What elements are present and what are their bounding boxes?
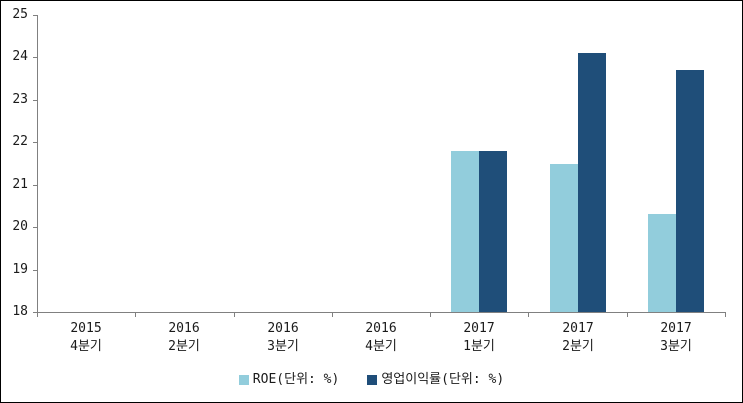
x-category-year-label: 2016 [267, 321, 299, 336]
y-tick-mark [33, 57, 37, 58]
roe-bar [451, 151, 479, 312]
x-category-year-label: 2017 [463, 321, 495, 336]
y-tick-label: 18 [12, 304, 28, 319]
y-tick-label: 22 [12, 134, 28, 149]
legend-item-operating-margin: 영업이익률(단위: %) [367, 372, 504, 388]
roe-legend-label: ROE(단위: %) [252, 372, 340, 387]
operating-margin-bar [578, 53, 606, 312]
y-tick-mark [33, 270, 37, 271]
y-tick-label: 24 [12, 49, 28, 64]
x-tick-mark [430, 313, 431, 317]
y-tick-label: 25 [12, 7, 28, 22]
y-tick-label: 21 [12, 177, 28, 192]
x-category-year-label: 2016 [365, 321, 397, 336]
x-category-quarter-label: 2분기 [168, 339, 200, 354]
x-tick-mark [627, 313, 628, 317]
roe-bar [550, 164, 578, 312]
y-axis-line [37, 15, 38, 313]
x-category-year-label: 2017 [562, 321, 594, 336]
y-tick-mark [33, 185, 37, 186]
operating-margin-bar [676, 70, 704, 312]
y-tick-mark [33, 15, 37, 16]
legend: ROE(단위: %) 영업이익률(단위: %) [1, 372, 742, 388]
y-tick-label: 19 [12, 262, 28, 277]
operating-margin-legend-label: 영업이익률(단위: %) [381, 372, 505, 387]
x-category-quarter-label: 1분기 [463, 339, 495, 354]
y-tick-mark [33, 312, 37, 313]
y-tick-mark [33, 142, 37, 143]
x-tick-mark [37, 313, 38, 317]
x-category-quarter-label: 3분기 [267, 339, 299, 354]
x-category-quarter-label: 4분기 [365, 339, 397, 354]
x-category-year-label: 2015 [70, 321, 102, 336]
operating-margin-bar [479, 151, 507, 312]
legend-item-roe: ROE(단위: %) [238, 372, 340, 388]
x-category-year-label: 2016 [168, 321, 200, 336]
x-category-year-label: 2017 [660, 321, 692, 336]
x-tick-mark [135, 313, 136, 317]
y-tick-mark [33, 100, 37, 101]
x-tick-mark [528, 313, 529, 317]
y-tick-label: 23 [12, 92, 28, 107]
y-tick-label: 20 [12, 219, 28, 234]
x-tick-mark [234, 313, 235, 317]
x-axis-line [37, 312, 726, 313]
x-category-quarter-label: 4분기 [70, 339, 102, 354]
roe-bar [648, 214, 676, 312]
x-tick-mark [725, 313, 726, 317]
operating-margin-legend-swatch [367, 375, 378, 385]
roe-legend-swatch [238, 375, 249, 385]
y-tick-mark [33, 227, 37, 228]
x-category-quarter-label: 3분기 [660, 339, 692, 354]
x-category-quarter-label: 2분기 [562, 339, 594, 354]
x-tick-mark [332, 313, 333, 317]
